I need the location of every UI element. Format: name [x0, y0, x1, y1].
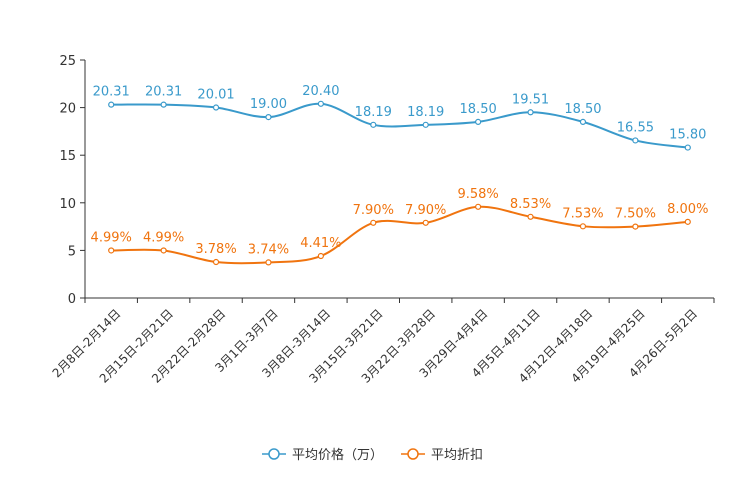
legend[interactable]: 平均价格（万） 平均折扣	[262, 447, 483, 463]
y-tick-label: 20	[59, 102, 76, 117]
y-tick-label: 5	[68, 244, 76, 259]
data-label: 16.55	[617, 120, 654, 135]
data-label: 4.41%	[300, 236, 341, 251]
legend-label[interactable]: 平均价格（万）	[292, 447, 383, 463]
y-tick-label: 10	[59, 197, 76, 212]
series-line-2	[111, 205, 688, 265]
data-label: 7.50%	[615, 207, 656, 222]
y-tick-label: 0	[68, 292, 76, 307]
data-point[interactable]	[684, 144, 691, 151]
data-label: 7.90%	[353, 203, 394, 218]
data-point[interactable]	[632, 223, 639, 230]
data-label: 19.51	[512, 92, 549, 107]
data-point[interactable]	[108, 101, 115, 108]
data-point[interactable]	[108, 247, 115, 254]
data-point[interactable]	[160, 101, 167, 108]
data-label: 8.00%	[667, 202, 708, 217]
data-label: 8.53%	[510, 197, 551, 212]
data-point[interactable]	[317, 100, 324, 107]
data-label: 18.19	[355, 105, 392, 120]
data-label: 20.40	[302, 84, 339, 99]
data-label: 7.90%	[405, 203, 446, 218]
data-point[interactable]	[160, 247, 167, 254]
data-point[interactable]	[527, 109, 534, 116]
data-point[interactable]	[317, 252, 324, 260]
data-point[interactable]	[370, 121, 377, 128]
data-label: 18.50	[564, 102, 601, 117]
data-point[interactable]	[579, 223, 587, 230]
data-point[interactable]	[265, 114, 272, 121]
series-lines	[108, 100, 691, 266]
data-point[interactable]	[475, 203, 482, 210]
legend-swatch-marker	[407, 448, 419, 460]
data-label: 20.31	[145, 85, 182, 100]
data-point[interactable]	[475, 118, 482, 125]
data-point[interactable]	[422, 219, 429, 226]
y-tick-label: 25	[59, 54, 76, 69]
data-label: 4.99%	[143, 230, 184, 245]
data-point[interactable]	[370, 219, 377, 226]
legend-label[interactable]: 平均折扣	[431, 448, 483, 463]
data-label: 15.80	[669, 128, 706, 143]
data-point[interactable]	[422, 121, 429, 128]
data-point[interactable]	[579, 118, 587, 125]
data-label: 4.99%	[91, 230, 132, 245]
data-label: 3.78%	[195, 242, 236, 257]
data-label: 18.50	[460, 102, 497, 117]
y-tick-label: 15	[59, 149, 76, 164]
legend-swatch-marker	[268, 448, 280, 460]
data-label: 19.00	[250, 97, 287, 112]
series-labels: 20.31 20.31 20.01 19.00 20.40 18.19 18.19 18.50…	[91, 84, 709, 258]
data-label: 9.58%	[457, 187, 498, 202]
data-point[interactable]	[265, 259, 272, 266]
data-point[interactable]	[212, 258, 220, 266]
data-label: 7.53%	[562, 206, 603, 221]
data-point[interactable]	[527, 213, 534, 220]
data-label: 18.19	[407, 105, 444, 120]
data-label: 20.01	[197, 88, 234, 103]
data-point[interactable]	[684, 218, 691, 225]
data-label: 20.31	[93, 85, 130, 100]
data-point[interactable]	[632, 137, 639, 144]
data-label: 3.74%	[248, 242, 289, 257]
data-point[interactable]	[212, 104, 220, 111]
series-line-1	[111, 102, 688, 149]
